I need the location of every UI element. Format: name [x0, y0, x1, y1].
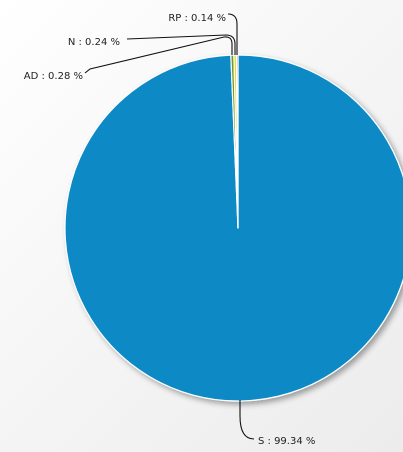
leader-line-s — [239, 400, 255, 440]
leader-line-ad — [84, 36, 233, 74]
slice-label-n: N : 0.24 % — [68, 37, 120, 48]
slice-label-rp: RP : 0.14 % — [168, 13, 226, 24]
pie-slices — [64, 54, 403, 402]
leader-line-n — [126, 34, 236, 55]
leader-line-rp — [227, 13, 238, 55]
slice-label-ad: AD : 0.28 % — [24, 71, 83, 82]
pie-slice-rp — [235, 54, 239, 229]
pie-leader-lines — [84, 13, 255, 440]
slice-label-s: S : 99.34 % — [258, 436, 315, 447]
pie-slice-s — [64, 54, 403, 402]
pie-labels: RP : 0.14 % N : 0.24 % AD : 0.28 % S : 9… — [24, 13, 316, 447]
